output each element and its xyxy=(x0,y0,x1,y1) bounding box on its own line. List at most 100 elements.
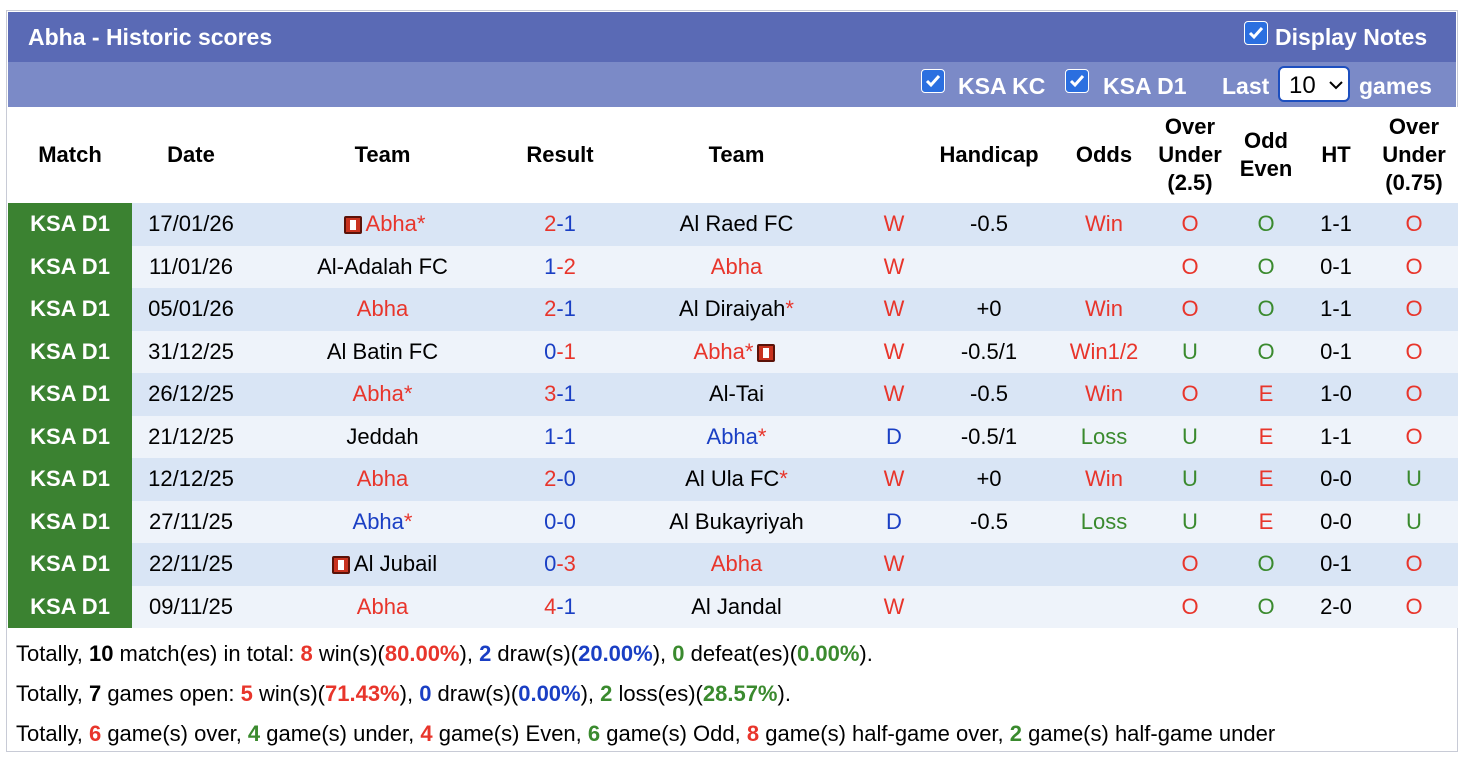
over-under: O xyxy=(1181,253,1199,279)
odd-even: O xyxy=(1257,296,1275,322)
score-part: -0 xyxy=(556,508,576,534)
outcome: W xyxy=(883,466,905,492)
column-header: Over Under (2.5) xyxy=(1150,107,1230,203)
outcome-cell: W xyxy=(868,245,920,288)
column-header: Date xyxy=(132,107,250,203)
over-under-075-cell: O xyxy=(1370,330,1458,373)
header-text: Match xyxy=(38,142,102,167)
odd-even: E xyxy=(1258,381,1274,407)
home-team-cell: Abha* xyxy=(250,203,515,246)
header-text: Result xyxy=(526,142,594,167)
over-under-075-cell: O xyxy=(1370,245,1458,288)
over-under: U xyxy=(1182,423,1198,449)
select-value[interactable]: 10 xyxy=(1289,72,1316,99)
handicap: -0.5/1 xyxy=(960,338,1018,364)
team-name: Abha xyxy=(356,593,409,619)
outcome: W xyxy=(883,296,905,322)
summary-text: Totally, xyxy=(16,681,89,706)
ht-cell: 1-1 xyxy=(1302,288,1370,331)
team-name: Al Diraiyah xyxy=(679,296,786,322)
over-under-075: O xyxy=(1405,253,1423,279)
checkbox-label[interactable]: Display Notes xyxy=(1275,24,1428,50)
odd-even-cell: O xyxy=(1230,245,1302,288)
team-name: Abha xyxy=(356,466,409,492)
outcome-cell: W xyxy=(868,330,920,373)
team-name: Abha xyxy=(710,253,763,279)
odds-cell xyxy=(1058,245,1150,288)
summary-text: 0.00% xyxy=(797,641,860,666)
outcome: W xyxy=(883,211,905,237)
over-under-cell: O xyxy=(1150,245,1230,288)
summary-text: game(s) half-game over, xyxy=(759,721,1010,746)
team-name: Al Jubail xyxy=(353,551,438,577)
games-select[interactable]: 10 xyxy=(1278,66,1350,102)
date-cell: 17/01/26 xyxy=(132,203,250,246)
column-header: Odds xyxy=(1058,107,1150,203)
summary-text: ), xyxy=(399,681,420,706)
home-team-cell: Abha xyxy=(250,585,515,628)
handicap: -0.5 xyxy=(970,211,1008,237)
column-header: Over Under (0.75) xyxy=(1370,107,1458,203)
summary-text: game(s) over, xyxy=(101,721,248,746)
checkbox[interactable] xyxy=(1065,69,1089,93)
score-cell: 4-1 xyxy=(515,585,605,628)
summary-text: 10 xyxy=(88,641,114,666)
date-cell: 21/12/25 xyxy=(132,415,250,458)
over-under-cell: U xyxy=(1150,458,1230,501)
summary-text: games open: xyxy=(101,681,241,706)
table-row: KSA D1 27/11/25 Abha* 0-0 Al Bukayriyah D -0.5… xyxy=(8,500,1458,543)
over-under: O xyxy=(1181,551,1199,577)
away-team-cell: Al Diraiyah* xyxy=(605,288,868,331)
checkbox[interactable] xyxy=(1244,21,1268,45)
summary-text: win(s)( xyxy=(312,641,385,666)
summary-text: 2 xyxy=(479,641,492,666)
handicap-cell xyxy=(920,543,1058,586)
odds-cell: Win xyxy=(1058,373,1150,416)
odds-cell: Win1/2 xyxy=(1058,330,1150,373)
checkbox-label[interactable]: KSA D1 xyxy=(1103,73,1187,99)
score-part: 0 xyxy=(544,338,557,364)
away-team-cell: Abha* xyxy=(605,330,868,373)
table-row: KSA D1 12/12/25 Abha 2-0 Al Ula FC* W +0 Win U E 0… xyxy=(8,458,1458,501)
score-cell: 3-1 xyxy=(515,373,605,416)
summary-text: 2 xyxy=(600,681,613,706)
red-card-icon xyxy=(757,343,776,362)
match-cell: KSA D1 xyxy=(8,330,132,373)
summary-text: Totally, xyxy=(16,641,89,666)
outcome-cell: W xyxy=(868,543,920,586)
home-team-cell: Al-Adalah FC xyxy=(250,245,515,288)
handicap: +0 xyxy=(976,296,1002,322)
summary-text: 8 xyxy=(300,641,313,666)
over-under-075: O xyxy=(1405,423,1423,449)
over-under-cell: O xyxy=(1150,373,1230,416)
over-under: U xyxy=(1182,338,1198,364)
odd-even: O xyxy=(1257,338,1275,364)
score-cell: 0-1 xyxy=(515,330,605,373)
checkbox[interactable] xyxy=(921,69,945,93)
odds: Loss xyxy=(1080,508,1128,534)
header-text: (0.75) xyxy=(1385,170,1443,195)
summary-text: 4 xyxy=(247,721,261,746)
over-under: O xyxy=(1181,211,1199,237)
summary-text: ). xyxy=(859,641,873,666)
header-text: Under xyxy=(1158,142,1222,167)
outcome-cell: W xyxy=(868,458,920,501)
handicap-cell: -0.5 xyxy=(920,500,1058,543)
odds-cell: Loss xyxy=(1058,415,1150,458)
summary-text: draw(s)( xyxy=(491,641,579,666)
header-text: (2.5) xyxy=(1167,170,1213,195)
handicap: -0.5 xyxy=(970,381,1008,407)
score-cell: 0-3 xyxy=(515,543,605,586)
date-cell: 22/11/25 xyxy=(132,543,250,586)
over-under: O xyxy=(1181,381,1199,407)
odds-cell: Win xyxy=(1058,203,1150,246)
away-team-cell: Abha* xyxy=(605,415,868,458)
score-part: -1 xyxy=(556,381,576,407)
home-team-cell: Jeddah xyxy=(250,415,515,458)
odds-cell xyxy=(1058,543,1150,586)
over-under-075: O xyxy=(1405,338,1423,364)
summary-text: 7 xyxy=(88,681,102,706)
odd-even: O xyxy=(1257,211,1275,237)
checkbox-label[interactable]: KSA KC xyxy=(958,73,1046,99)
summary-text: defeat(es)( xyxy=(684,641,798,666)
